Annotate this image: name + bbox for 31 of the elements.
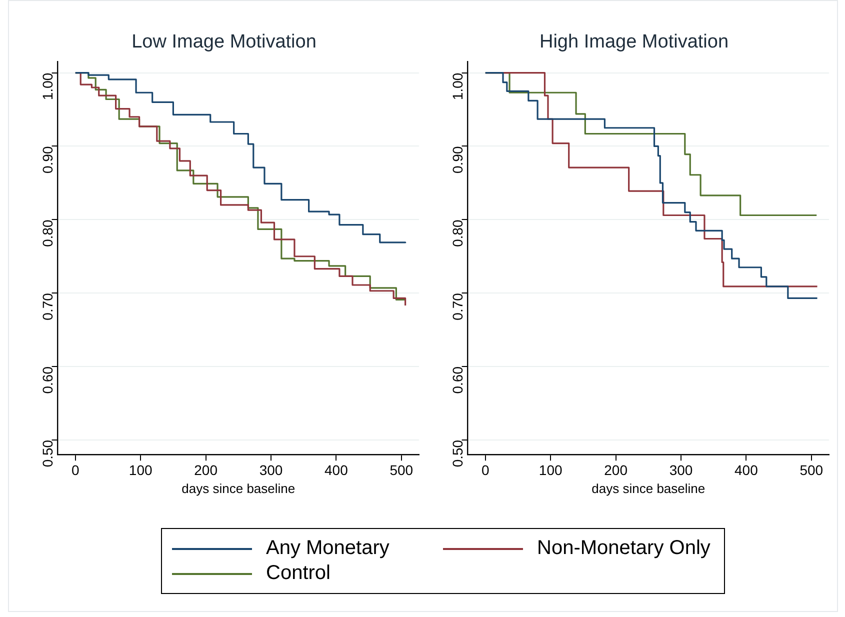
- x-tick-label: 300: [669, 462, 693, 478]
- x-axis-title: days since baseline: [592, 480, 706, 496]
- y-tick-label: 0.60: [450, 366, 466, 394]
- x-tick-label: 100: [538, 462, 562, 478]
- x-tick-label: 0: [482, 462, 490, 478]
- y-tick-label: 0.60: [40, 366, 56, 394]
- y-tick-label: 0.90: [40, 146, 56, 174]
- x-tick-label: 400: [324, 462, 348, 478]
- legend-label: Control: [266, 562, 330, 585]
- y-tick-label: 0.80: [450, 219, 466, 247]
- legend-label: Non-Monetary Only: [537, 537, 710, 560]
- x-tick-label: 400: [734, 462, 758, 478]
- x-tick-label: 500: [800, 462, 824, 478]
- x-tick-label: 100: [128, 462, 152, 478]
- y-tick-label: 0.80: [40, 219, 56, 247]
- x-tick-label: 200: [194, 462, 218, 478]
- x-tick-label: 200: [604, 462, 628, 478]
- y-tick-label: 0.50: [450, 440, 466, 468]
- y-tick-label: 0.90: [450, 146, 466, 174]
- x-tick-label: 500: [390, 462, 414, 478]
- y-tick-label: 0.70: [450, 292, 466, 320]
- x-tick-label: 0: [72, 462, 80, 478]
- y-tick-label: 1.00: [450, 72, 466, 100]
- legend-label: Any Monetary: [266, 537, 390, 560]
- chart-title: Low Image Motivation: [132, 32, 316, 53]
- chart-title: High Image Motivation: [539, 32, 729, 53]
- x-tick-label: 300: [259, 462, 283, 478]
- x-axis-title: days since baseline: [182, 480, 296, 496]
- y-tick-label: 0.70: [40, 292, 56, 320]
- y-tick-label: 1.00: [40, 72, 56, 100]
- y-tick-label: 0.50: [40, 440, 56, 468]
